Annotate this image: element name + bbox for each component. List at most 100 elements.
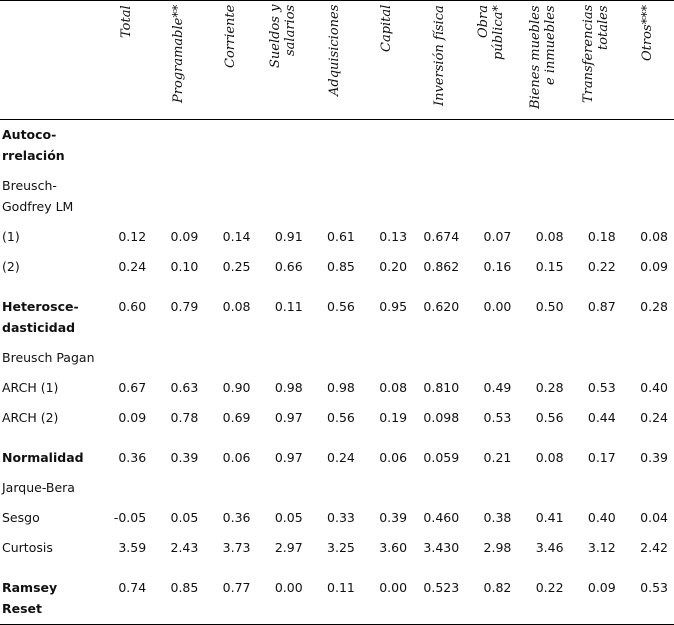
column-label-line: Inversión física bbox=[431, 5, 447, 106]
table-row: Breusch- Godfrey LM bbox=[0, 171, 674, 222]
value-cell: 3.60 bbox=[379, 540, 408, 555]
value-cell: -0.05 bbox=[113, 510, 147, 525]
column-header: Inversión física bbox=[413, 0, 466, 120]
table-row: ARCH (1) 0.67 0.63 0.90 0.98 0.98 0.08 0.810 0.4… bbox=[0, 373, 674, 403]
column-label-line: salarios bbox=[282, 5, 298, 57]
value-cell: 0.05 bbox=[274, 510, 303, 525]
column-header: Sueldos y salarios bbox=[256, 0, 309, 120]
column-label: Obra pública* bbox=[476, 5, 506, 113]
row-label-line: Jarque-Bera bbox=[2, 480, 75, 495]
empty-cell bbox=[570, 171, 622, 222]
column-label-line: totales bbox=[595, 5, 611, 50]
value-cell: 3.73 bbox=[222, 540, 251, 555]
value-cell: 0.24 bbox=[327, 450, 355, 465]
value-cell: 2.43 bbox=[170, 540, 199, 555]
value-cell: 0.04 bbox=[640, 510, 668, 525]
empty-cell bbox=[517, 171, 569, 222]
value-cell: 0.07 bbox=[483, 229, 512, 244]
empty-cell bbox=[361, 171, 413, 222]
value-cell: 3.59 bbox=[118, 540, 147, 555]
empty-cell bbox=[100, 473, 152, 503]
value-cell: 2.97 bbox=[274, 540, 303, 555]
row-label-line: Reset bbox=[2, 601, 42, 616]
value-cell: 0.059 bbox=[423, 450, 460, 465]
value-cell: 0.22 bbox=[517, 563, 570, 625]
empty-cell bbox=[413, 473, 465, 503]
empty-cell bbox=[570, 473, 622, 503]
column-label-line: Otros*** bbox=[640, 5, 656, 62]
value-cell: 0.41 bbox=[535, 510, 564, 525]
empty-cell bbox=[100, 343, 152, 373]
empty-cell bbox=[622, 171, 674, 222]
value-cell: 0.87 bbox=[587, 299, 616, 314]
column-label-line: Obra bbox=[476, 5, 492, 38]
value-cell: 0.08 bbox=[535, 229, 564, 244]
empty-cell bbox=[152, 473, 204, 503]
row-label-line: Heterosce- bbox=[2, 299, 79, 314]
row-label: Autoco-rrelación bbox=[0, 120, 100, 172]
value-cell: 0.08 bbox=[640, 229, 668, 244]
column-label-line: Capital bbox=[379, 5, 395, 53]
value-cell: 0.78 bbox=[170, 410, 199, 425]
value-cell: 0.11 bbox=[308, 563, 361, 625]
value-cell: 0.862 bbox=[423, 259, 460, 274]
empty-cell bbox=[309, 473, 361, 503]
value-cell: 0.08 bbox=[222, 299, 251, 314]
value-cell: 0.49 bbox=[483, 380, 512, 395]
value-cell: 0.28 bbox=[640, 299, 668, 314]
value-cell: 0.60 bbox=[118, 299, 147, 314]
value-cell: 2.42 bbox=[640, 540, 668, 555]
empty-cell bbox=[361, 120, 413, 172]
column-header: Programable** bbox=[152, 0, 205, 120]
row-label: Normalidad bbox=[0, 433, 100, 473]
value-cell: 0.20 bbox=[379, 259, 408, 274]
row-label-line: ARCH (2) bbox=[2, 410, 59, 425]
value-cell: 0.09 bbox=[118, 410, 147, 425]
row-label: (1) bbox=[0, 222, 100, 252]
empty-cell bbox=[570, 343, 622, 373]
column-label-line: Adquisiciones bbox=[327, 5, 343, 97]
value-cell: 0.08 bbox=[535, 450, 564, 465]
value-cell: 0.40 bbox=[640, 380, 668, 395]
row-label: Breusch Pagan bbox=[0, 343, 100, 373]
empty-cell bbox=[100, 171, 152, 222]
value-cell: 0.21 bbox=[483, 450, 512, 465]
empty-cell bbox=[257, 473, 309, 503]
value-cell: 0.00 bbox=[483, 299, 512, 314]
value-cell: 0.40 bbox=[587, 510, 616, 525]
column-label: Sueldos y salarios bbox=[268, 5, 298, 113]
value-cell: 0.90 bbox=[222, 380, 251, 395]
value-cell: 0.620 bbox=[423, 299, 460, 314]
row-label-line: rrelación bbox=[2, 148, 65, 163]
value-cell: 0.98 bbox=[274, 380, 303, 395]
empty-cell bbox=[309, 171, 361, 222]
value-cell: 0.53 bbox=[621, 563, 674, 625]
table-header: Total Programable** Corriente Sueldos y sala… bbox=[0, 0, 674, 120]
row-label-line: Curtosis bbox=[2, 540, 53, 555]
value-cell: 0.39 bbox=[170, 450, 199, 465]
empty-cell bbox=[152, 343, 204, 373]
empty-cell bbox=[517, 120, 569, 172]
table-row: (1) 0.12 0.09 0.14 0.91 0.61 0.13 0.674 0.07 0.08… bbox=[0, 222, 674, 252]
value-cell: 0.09 bbox=[170, 229, 199, 244]
column-label: Capital bbox=[379, 5, 394, 113]
empty-cell bbox=[465, 171, 517, 222]
empty-cell bbox=[465, 473, 517, 503]
empty-cell bbox=[100, 120, 152, 172]
column-header: Otros*** bbox=[621, 0, 674, 120]
value-cell: 0.56 bbox=[327, 410, 355, 425]
column-label: Adquisiciones bbox=[327, 5, 342, 113]
value-cell: 0.25 bbox=[222, 259, 251, 274]
column-label: Inversión física bbox=[432, 5, 447, 113]
empty-cell bbox=[517, 473, 569, 503]
column-label-line: Total bbox=[118, 5, 134, 38]
value-cell: 0.97 bbox=[274, 450, 303, 465]
value-cell: 0.00 bbox=[360, 563, 414, 625]
row-label-line: (2) bbox=[2, 259, 20, 274]
value-cell: 0.24 bbox=[640, 410, 668, 425]
value-cell: 0.39 bbox=[379, 510, 408, 525]
empty-cell bbox=[465, 120, 517, 172]
value-cell: 0.674 bbox=[423, 229, 460, 244]
value-cell: 0.38 bbox=[483, 510, 512, 525]
value-cell: 0.06 bbox=[379, 450, 408, 465]
